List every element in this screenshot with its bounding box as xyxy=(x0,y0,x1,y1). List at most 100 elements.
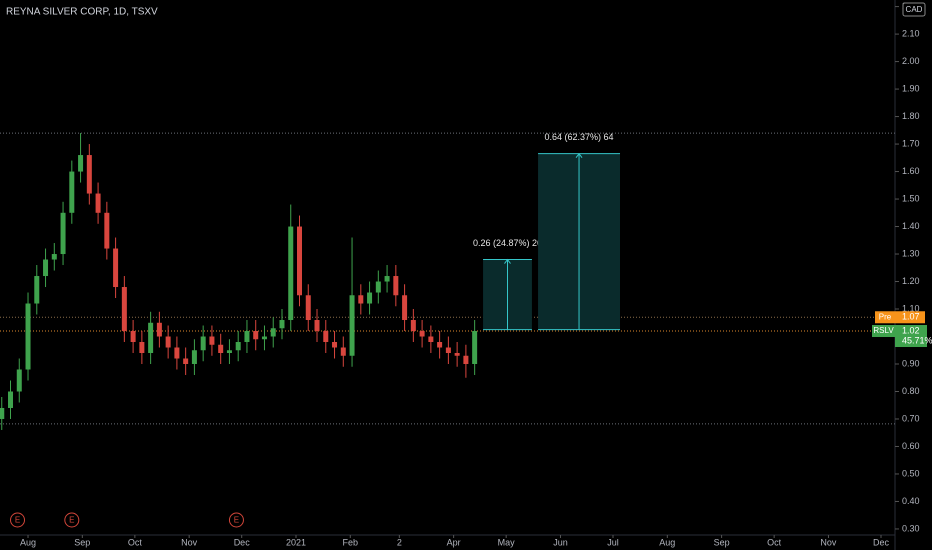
candle-body xyxy=(60,212,66,255)
x-tick-label: Apr xyxy=(447,537,461,547)
candle-body xyxy=(139,342,145,354)
candle-body xyxy=(218,344,224,354)
measure-label: 0.26 (24.87%) 26 xyxy=(473,238,542,248)
candle-body xyxy=(261,336,267,340)
candle-body xyxy=(148,322,154,354)
candle-body xyxy=(349,295,355,356)
y-tick-label: 0.40 xyxy=(902,496,920,506)
candle-body xyxy=(437,342,443,348)
measure-arrow-head xyxy=(575,152,583,158)
candle-body xyxy=(226,350,232,354)
x-tick-label: 2 xyxy=(397,537,402,547)
y-tick-label: 2.00 xyxy=(902,56,920,66)
candle-body xyxy=(428,336,434,343)
last-value: 1.02 xyxy=(902,325,920,335)
x-tick-label: Nov xyxy=(181,537,198,547)
y-tick-label: 1.40 xyxy=(902,221,920,231)
x-tick-label: Dec xyxy=(873,537,890,547)
candle-body xyxy=(165,336,171,348)
x-tick-label: May xyxy=(498,537,516,547)
candle-body xyxy=(86,155,92,194)
candle-body xyxy=(323,331,329,343)
y-tick-label: 0.70 xyxy=(902,413,920,423)
x-tick-label: Dec xyxy=(234,537,251,547)
event-label: E xyxy=(234,516,239,525)
y-tick-label: 0.80 xyxy=(902,386,920,396)
x-tick-label: Sep xyxy=(74,537,90,547)
candle-body xyxy=(393,276,399,296)
pre-badge xyxy=(875,311,895,324)
y-tick-label: 1.10 xyxy=(902,303,920,313)
candle-body xyxy=(200,336,206,351)
y-tick-label: 1.30 xyxy=(902,248,920,258)
candle-body xyxy=(16,369,22,392)
pre-label: Pre xyxy=(879,312,892,321)
candle-body xyxy=(297,226,303,296)
y-tick-label: 1.20 xyxy=(902,276,920,286)
candle-body xyxy=(174,347,180,359)
measure-label: 0.64 (62.37%) 64 xyxy=(545,132,614,142)
symbol-badge xyxy=(872,325,895,338)
candle-body xyxy=(410,320,416,332)
candle-body xyxy=(156,322,162,337)
x-tick-label: Oct xyxy=(767,537,782,547)
candle-body xyxy=(43,259,49,277)
candle-body xyxy=(402,295,408,321)
candle-body xyxy=(78,155,84,172)
x-tick-label: Aug xyxy=(20,537,36,547)
pre-value-badge xyxy=(895,311,925,324)
candle-body xyxy=(8,391,14,408)
y-tick-label: 0.30 xyxy=(902,523,920,533)
x-tick-label: Feb xyxy=(343,537,359,547)
candle-body xyxy=(25,303,31,370)
candle-body xyxy=(358,295,364,304)
event-marker xyxy=(228,512,244,528)
candle-body xyxy=(445,347,451,354)
candle-body xyxy=(95,193,101,213)
candle-body xyxy=(340,347,346,356)
event-label: E xyxy=(15,516,20,525)
last-change: 45.71% xyxy=(902,335,932,345)
candle-body xyxy=(121,287,127,332)
y-tick-label: 0.50 xyxy=(902,468,920,478)
candle-body xyxy=(367,292,373,304)
candle-body xyxy=(191,350,197,364)
y-tick-label: 1.80 xyxy=(902,111,920,121)
candle-body xyxy=(130,331,136,343)
candle-body xyxy=(253,331,259,340)
currency-box xyxy=(902,2,926,17)
candle-body xyxy=(472,331,478,364)
chart-title: REYNA SILVER CORP, 1D, TSXV xyxy=(6,7,158,18)
y-tick-label: 0.60 xyxy=(902,441,920,451)
y-tick-label: 1.70 xyxy=(902,138,920,148)
candle-body xyxy=(183,358,189,364)
candle-body xyxy=(375,281,381,293)
x-tick-label: Nov xyxy=(820,537,837,547)
candle-body xyxy=(332,342,338,348)
candle-body xyxy=(270,328,276,337)
candle-body xyxy=(69,171,75,213)
x-tick-label: Sep xyxy=(714,537,730,547)
candle-body xyxy=(305,295,311,321)
y-tick-label: 1.60 xyxy=(902,166,920,176)
y-tick-label: 1.50 xyxy=(902,193,920,203)
pre-value: 1.07 xyxy=(902,312,920,322)
x-tick-label: Jun xyxy=(553,537,568,547)
candle-body xyxy=(209,336,215,345)
x-tick-label: Oct xyxy=(128,537,143,547)
candle-body xyxy=(113,248,119,288)
candle-body xyxy=(314,320,320,332)
y-tick-label: 2.10 xyxy=(902,28,920,38)
candle-body xyxy=(384,276,390,282)
candle-body xyxy=(288,226,294,321)
measure-arrow-head xyxy=(504,258,511,264)
x-tick-label: Aug xyxy=(659,537,675,547)
last-value-badge xyxy=(895,325,927,348)
candle-body xyxy=(244,331,250,343)
candle-body xyxy=(51,254,57,260)
candle-body xyxy=(34,276,40,304)
y-tick-label: 1.90 xyxy=(902,83,920,93)
candle-body xyxy=(463,355,469,364)
symbol-label: RSLV xyxy=(873,326,894,335)
